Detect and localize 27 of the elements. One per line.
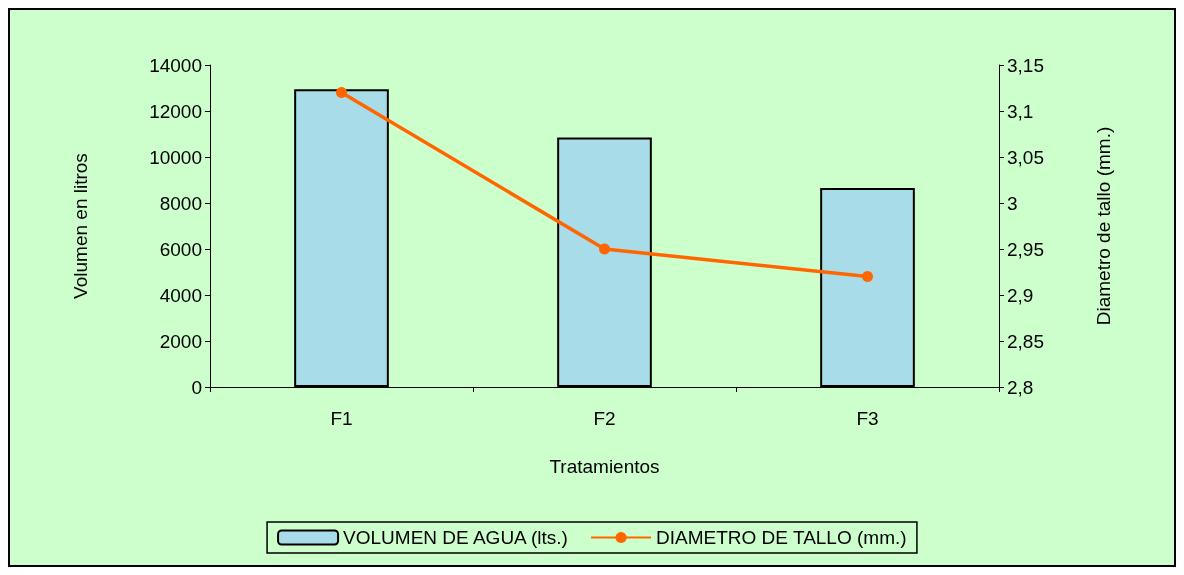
y2-tick-label: 2,8 (1007, 376, 1034, 398)
y-tick-label: 14000 (149, 54, 202, 76)
legend-label: DIAMETRO DE TALLO (mm.) (656, 527, 907, 548)
y2-tick-label: 3,05 (1007, 146, 1044, 168)
y-tick-label: 10000 (149, 146, 202, 168)
y-tick-label: 6000 (159, 238, 202, 260)
x-tick-label: F1 (330, 408, 353, 429)
y-tick-label: 0 (191, 376, 202, 398)
y2-tick-label: 2,9 (1007, 284, 1034, 306)
y-tick-label: 2000 (159, 330, 202, 352)
y2-tick-label: 3 (1007, 192, 1018, 214)
x-axis-title: Tratamientos (549, 456, 660, 477)
y2-axis-title: Diametro de tallo (mm.) (1093, 126, 1114, 326)
point (336, 87, 347, 99)
y2-tick-label: 2,85 (1007, 330, 1044, 352)
y2-tick-label: 2,95 (1007, 238, 1044, 260)
y-tick-label: 8000 (159, 192, 202, 214)
y-tick-label: 4000 (159, 284, 202, 306)
x-tick-label: F2 (593, 408, 616, 429)
y2-tick-label: 3,1 (1007, 100, 1034, 122)
y2-tick-label: 3,15 (1007, 54, 1044, 76)
point (862, 271, 873, 283)
x-tick-label: F3 (856, 408, 879, 429)
y-tick-label: 12000 (149, 100, 202, 122)
legend-label: VOLUMEN DE AGUA (lts.) (343, 527, 568, 548)
y-axis-title: Volumen en litros (70, 153, 91, 299)
point (599, 243, 610, 255)
